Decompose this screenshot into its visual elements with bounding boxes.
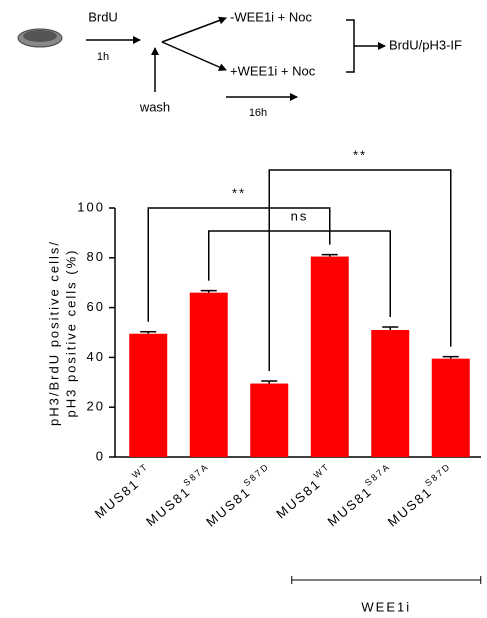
category-superscript: WT (130, 461, 150, 480)
x-tick-label: MUS81WT (271, 461, 338, 521)
category-name: MUS81 (385, 484, 436, 530)
branch-plus: +WEE1i + Noc (230, 63, 316, 78)
x-tick-label: MUS81S87D (201, 461, 278, 530)
y-tick-label: 0 (96, 448, 105, 463)
category-name: MUS81 (325, 484, 376, 530)
bar (310, 256, 349, 457)
category-superscript: S87D (423, 461, 453, 488)
y-tick-label: 20 (87, 399, 105, 414)
protocol-diagram: BrdU 1h wash -WEE1i + Noc +WEE1i + Noc B… (17, 9, 462, 119)
significance-label: ** (353, 147, 367, 162)
group-line (291, 576, 482, 584)
pulse-time: 1h (97, 51, 109, 63)
category-superscript: S87D (242, 461, 272, 488)
significance-bracket (208, 230, 391, 318)
bar (371, 330, 410, 457)
error-bar (200, 289, 217, 293)
y-axis-label: pH3/BrdU positive cells/ (46, 240, 61, 426)
category-name: MUS81 (92, 476, 143, 522)
arrow (161, 16, 227, 43)
y-tick-label: 60 (87, 299, 105, 314)
arrow (161, 41, 227, 71)
error-bar (140, 331, 157, 334)
category-superscript: S87A (363, 461, 392, 488)
bracket (346, 19, 355, 73)
bar (129, 333, 168, 457)
category-superscript: WT (312, 461, 332, 480)
bar-chart: 0 20 40 60 80 100 pH3/BrdU positive cells/pH3 … (46, 147, 482, 614)
pulse-label: BrdU (88, 9, 118, 24)
bar (431, 358, 470, 457)
branch-minus: -WEE1i + Noc (230, 9, 312, 24)
significance-label: ** (232, 185, 246, 200)
bar (189, 292, 228, 457)
error-bar (442, 355, 459, 359)
significance-bracket (268, 169, 452, 372)
group-label: WEE1i (361, 599, 411, 614)
x-tick-label: MUS81WT (89, 461, 156, 521)
error-bar (261, 380, 278, 384)
chase-time: 16h (249, 107, 267, 119)
significance-label: ns (291, 208, 309, 223)
readout: BrdU/pH3-IF (389, 37, 462, 52)
bar (250, 383, 289, 457)
y-axis-label: pH3 positive cells (%) (63, 249, 78, 418)
category-name: MUS81 (143, 484, 194, 530)
category-name: MUS81 (203, 484, 254, 530)
wash-label: wash (139, 99, 170, 114)
category-superscript: S87A (182, 461, 211, 488)
y-tick-label: 100 (77, 199, 105, 214)
y-tick-label: 40 (87, 349, 105, 364)
x-tick-label: MUS81S87D (382, 461, 459, 530)
error-bar (382, 326, 399, 331)
dish-cells (23, 30, 57, 42)
error-bar (321, 253, 338, 257)
category-name: MUS81 (274, 476, 325, 522)
significance-bracket (147, 207, 331, 322)
y-tick-label: 80 (87, 249, 105, 264)
